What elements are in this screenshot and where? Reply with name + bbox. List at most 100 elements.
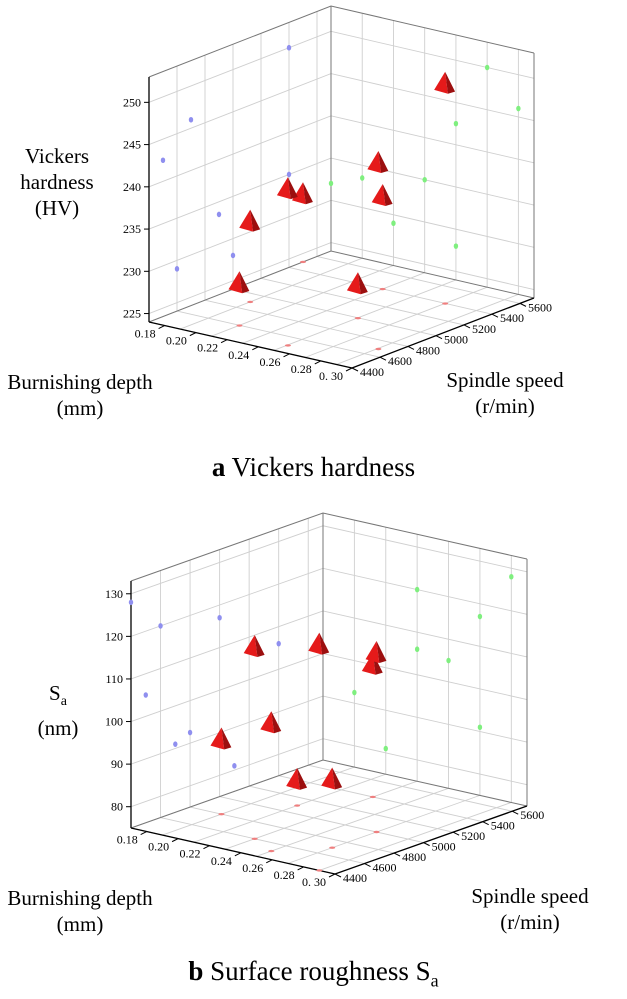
chart-a-y-tick-label-3: 240: [123, 180, 141, 194]
chart-a-y-tick-label-0: 225: [123, 307, 141, 321]
chart-b-x-tick-mark-0: [140, 831, 147, 835]
chart-a-z-tick-mark-1: [379, 356, 387, 361]
chart-a-box-floor-back: [148, 250, 535, 323]
chart-b-z-tick-label-0: 4400: [343, 871, 367, 885]
chart-b-z-tick-mark-5: [482, 821, 489, 826]
chart-a-z-tick-label-0: 4400: [360, 365, 384, 379]
chart-b-x-axis: [130, 827, 336, 875]
chart-a-x-tick-mark-4: [283, 353, 290, 358]
chart-b-marker-face-right-7: [332, 767, 343, 790]
chart-b-proj-speed-wall-2: [352, 689, 357, 696]
chart-a-proj-floor-1: [247, 300, 254, 304]
caption-a-text: Vickers hardness: [231, 452, 416, 482]
chart-b-z-tick-label-5: 5400: [491, 819, 515, 833]
chart-b-z-tick-mark-6: [512, 810, 519, 815]
chart-b-z-tick-mark-4: [452, 831, 460, 836]
chart-b-x-tick-mark-6: [328, 873, 336, 878]
chart-b-z-title-line-1: Spindle speed: [471, 884, 589, 908]
chart-a-box-top: [148, 5, 535, 78]
chart-a-proj-floor-7: [354, 316, 361, 320]
chart-a-x-tick-mark-1: [189, 332, 197, 337]
chart-a-z-title-line-2: (r/min): [475, 394, 534, 418]
chart-a-marker-face-right-3: [445, 71, 456, 94]
chart-b-x-tick-label-1: 0.20: [148, 840, 169, 854]
chart-a-proj-depth-wall-1: [216, 211, 222, 218]
chart-a-z-tick-label-3: 5000: [444, 333, 468, 347]
chart-a-data-point-0: [371, 184, 393, 207]
chart-a-marker-face-left-7: [346, 272, 361, 295]
chart-a-x-tick-mark-3: [252, 346, 259, 351]
b-y-title-main: S: [49, 681, 61, 705]
chart-a-marker-face-right-6: [287, 177, 298, 200]
a-y-axis-title: Vickers hardness (HV): [12, 143, 102, 221]
chart-a-ygrid-4: [148, 73, 535, 146]
caption-b: b Surface roughness Sa: [0, 956, 627, 991]
chart-a-x-tick-label-4: 0.26: [260, 355, 281, 369]
chart-b-marker-face-right-6: [319, 632, 330, 655]
chart-b-group: 80 90 100 110 120 130 0.18 0.20 0.22 0.24 0.26 0.28…: [7, 512, 589, 936]
chart-b-x-tick-mark-4: [266, 859, 273, 864]
chart-b-zgrid-floor-2: [193, 773, 386, 843]
chart-a-data-point-2: [367, 151, 389, 174]
chart-a-proj-speed-wall-5: [328, 180, 334, 187]
caption-b-letter: b: [188, 956, 204, 986]
chart-b-y-tick-label-2: 100: [105, 715, 123, 729]
chart-a-x-tick-mark-2: [220, 339, 228, 344]
chart-b-proj-speed-wall-3: [414, 586, 420, 593]
chart-b-z-tick-label-3: 5000: [432, 840, 456, 854]
chart-b-z-tick-mark-3: [423, 842, 430, 847]
chart-a-z-tick-mark-5: [491, 313, 499, 318]
chart-b-xgrid-floor-4: [189, 806, 395, 854]
chart-b-x-tick-mark-5: [297, 866, 304, 871]
chart-b-data-point-4: [286, 767, 308, 790]
chart-a-proj-speed-wall-6: [453, 120, 459, 127]
chart-a-x-tick-label-5: 0.28: [291, 362, 312, 376]
chart-b-z-tick-mark-2: [393, 852, 401, 857]
chart-a-z-tick-mark-2: [407, 346, 415, 350]
chart-b-marker-face-left-2: [210, 727, 225, 750]
chart-a-marker-face-left-0: [371, 184, 386, 207]
chart-a-proj-depth-wall-2: [188, 116, 194, 123]
chart-a-z-tick-label-4: 5200: [472, 322, 496, 336]
chart-a-zgrid-floor-6: [336, 293, 519, 365]
chart-a-proj-depth-wall-6: [160, 157, 166, 164]
chart-a-zgrid-floor-4: [273, 279, 457, 351]
chart-a-x-tick-label-3: 0.24: [228, 348, 249, 362]
chart-b-proj-speed-wall-5: [446, 657, 451, 664]
chart-b-proj-floor-6: [316, 869, 323, 872]
chart-b-x-tick-label-3: 0.24: [211, 854, 232, 868]
chart-b-xgrid-floor-3: [219, 796, 424, 844]
chart-a-z-tick-label-6: 5600: [528, 300, 552, 314]
chart-b-proj-floor-1: [373, 830, 380, 834]
chart-b-x-tick-label-4: 0.26: [242, 861, 263, 875]
chart-b-x-tick-label-0: 0.18: [117, 833, 138, 847]
chart-a-z-tick-label-2: 4800: [416, 343, 440, 357]
chart-a-xgrid-floor-5: [176, 310, 381, 358]
chart-a-y-tick-label-5: 250: [123, 95, 141, 109]
chart-a-proj-speed-wall-3: [484, 64, 490, 71]
chart-b-marker-face-left-3: [243, 635, 258, 658]
chart-b-xgrid-floor-2: [249, 785, 454, 833]
chart-b-proj-depth-wall-2: [187, 729, 193, 736]
chart-a-data-point-4: [228, 271, 250, 294]
chart-b-proj-depth-wall-1: [217, 614, 222, 621]
a-y-title-line-3: (HV): [34, 196, 80, 220]
chart-a-proj-floor-2: [375, 347, 382, 351]
chart-b-marker-face-right-2: [221, 727, 232, 750]
chart-a-x-axis: [148, 321, 353, 369]
chart-a-proj-speed-wall-1: [360, 175, 365, 181]
chart-a-x-tick-label-0: 0.18: [135, 327, 156, 341]
chart-b-y-tick-label-3: 110: [105, 672, 123, 686]
chart-b-xgrid-floor-0: [308, 764, 513, 812]
chart-b-x-tick-label-6: 0. 30: [302, 875, 326, 889]
chart-a-ygrid-3: [148, 115, 535, 188]
chart-b-data-point-3: [243, 635, 265, 658]
chart-b-z-tick-mark-0: [334, 873, 342, 878]
chart-a-z-axis: [351, 297, 535, 369]
chart-a-proj-speed-wall-2: [516, 105, 521, 112]
chart-a-x-tick-mark-0: [158, 325, 165, 329]
chart-b-z-title-line-2: (r/min): [500, 910, 559, 934]
chart-a-proj-floor-4: [236, 324, 243, 327]
b-y-title-line-1: Sa: [28, 680, 88, 715]
